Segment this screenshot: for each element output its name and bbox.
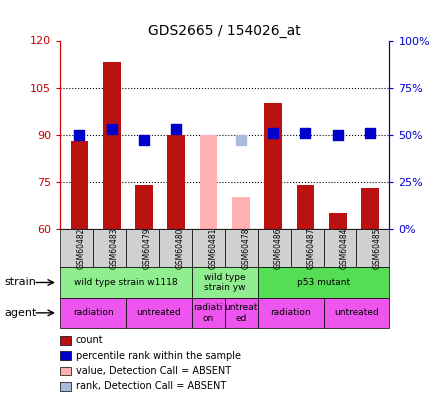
Text: radiation: radiation (73, 308, 113, 318)
Bar (167, 134, 185, 229)
Bar (296, 185, 314, 229)
Text: wild type strain w1118: wild type strain w1118 (74, 278, 178, 287)
Text: radiation: radiation (270, 308, 311, 318)
Point (173, 126, 180, 132)
Text: GSM60478: GSM60478 (241, 227, 250, 269)
Point (108, 126, 115, 132)
Bar (71, 141, 88, 229)
Bar (232, 198, 250, 229)
Text: rank, Detection Call = ABSENT: rank, Detection Call = ABSENT (76, 382, 226, 391)
Text: GSM60487: GSM60487 (307, 227, 316, 269)
Point (76, 131, 83, 138)
Text: count: count (76, 335, 103, 345)
Text: agent: agent (4, 308, 37, 318)
Bar (264, 103, 282, 229)
Point (141, 137, 148, 143)
Point (334, 131, 341, 138)
Text: radiati
on: radiati on (194, 303, 223, 322)
Text: p53 mutant: p53 mutant (297, 278, 350, 287)
Bar (200, 134, 218, 229)
Point (366, 130, 373, 136)
Text: untreated: untreated (334, 308, 379, 318)
Text: GSM60481: GSM60481 (208, 227, 217, 269)
Text: GSM60480: GSM60480 (175, 227, 184, 269)
Text: untreated: untreated (137, 308, 181, 318)
Bar (329, 213, 347, 229)
Bar (103, 62, 121, 229)
Text: GSM60479: GSM60479 (142, 227, 151, 269)
Text: GSM60483: GSM60483 (109, 227, 118, 269)
Text: value, Detection Call = ABSENT: value, Detection Call = ABSENT (76, 366, 231, 376)
Point (270, 130, 277, 136)
Text: wild type
strain yw: wild type strain yw (204, 273, 246, 292)
Text: GSM60482: GSM60482 (77, 227, 85, 269)
Text: percentile rank within the sample: percentile rank within the sample (76, 351, 241, 360)
Text: untreat
ed: untreat ed (225, 303, 258, 322)
Bar (135, 185, 153, 229)
Bar (361, 188, 379, 229)
Point (237, 137, 244, 143)
Title: GDS2665 / 154026_at: GDS2665 / 154026_at (148, 24, 301, 38)
Text: GSM60485: GSM60485 (373, 227, 382, 269)
Text: GSM60484: GSM60484 (340, 227, 349, 269)
Text: GSM60486: GSM60486 (274, 227, 283, 269)
Point (302, 130, 309, 136)
Text: strain: strain (4, 277, 36, 288)
